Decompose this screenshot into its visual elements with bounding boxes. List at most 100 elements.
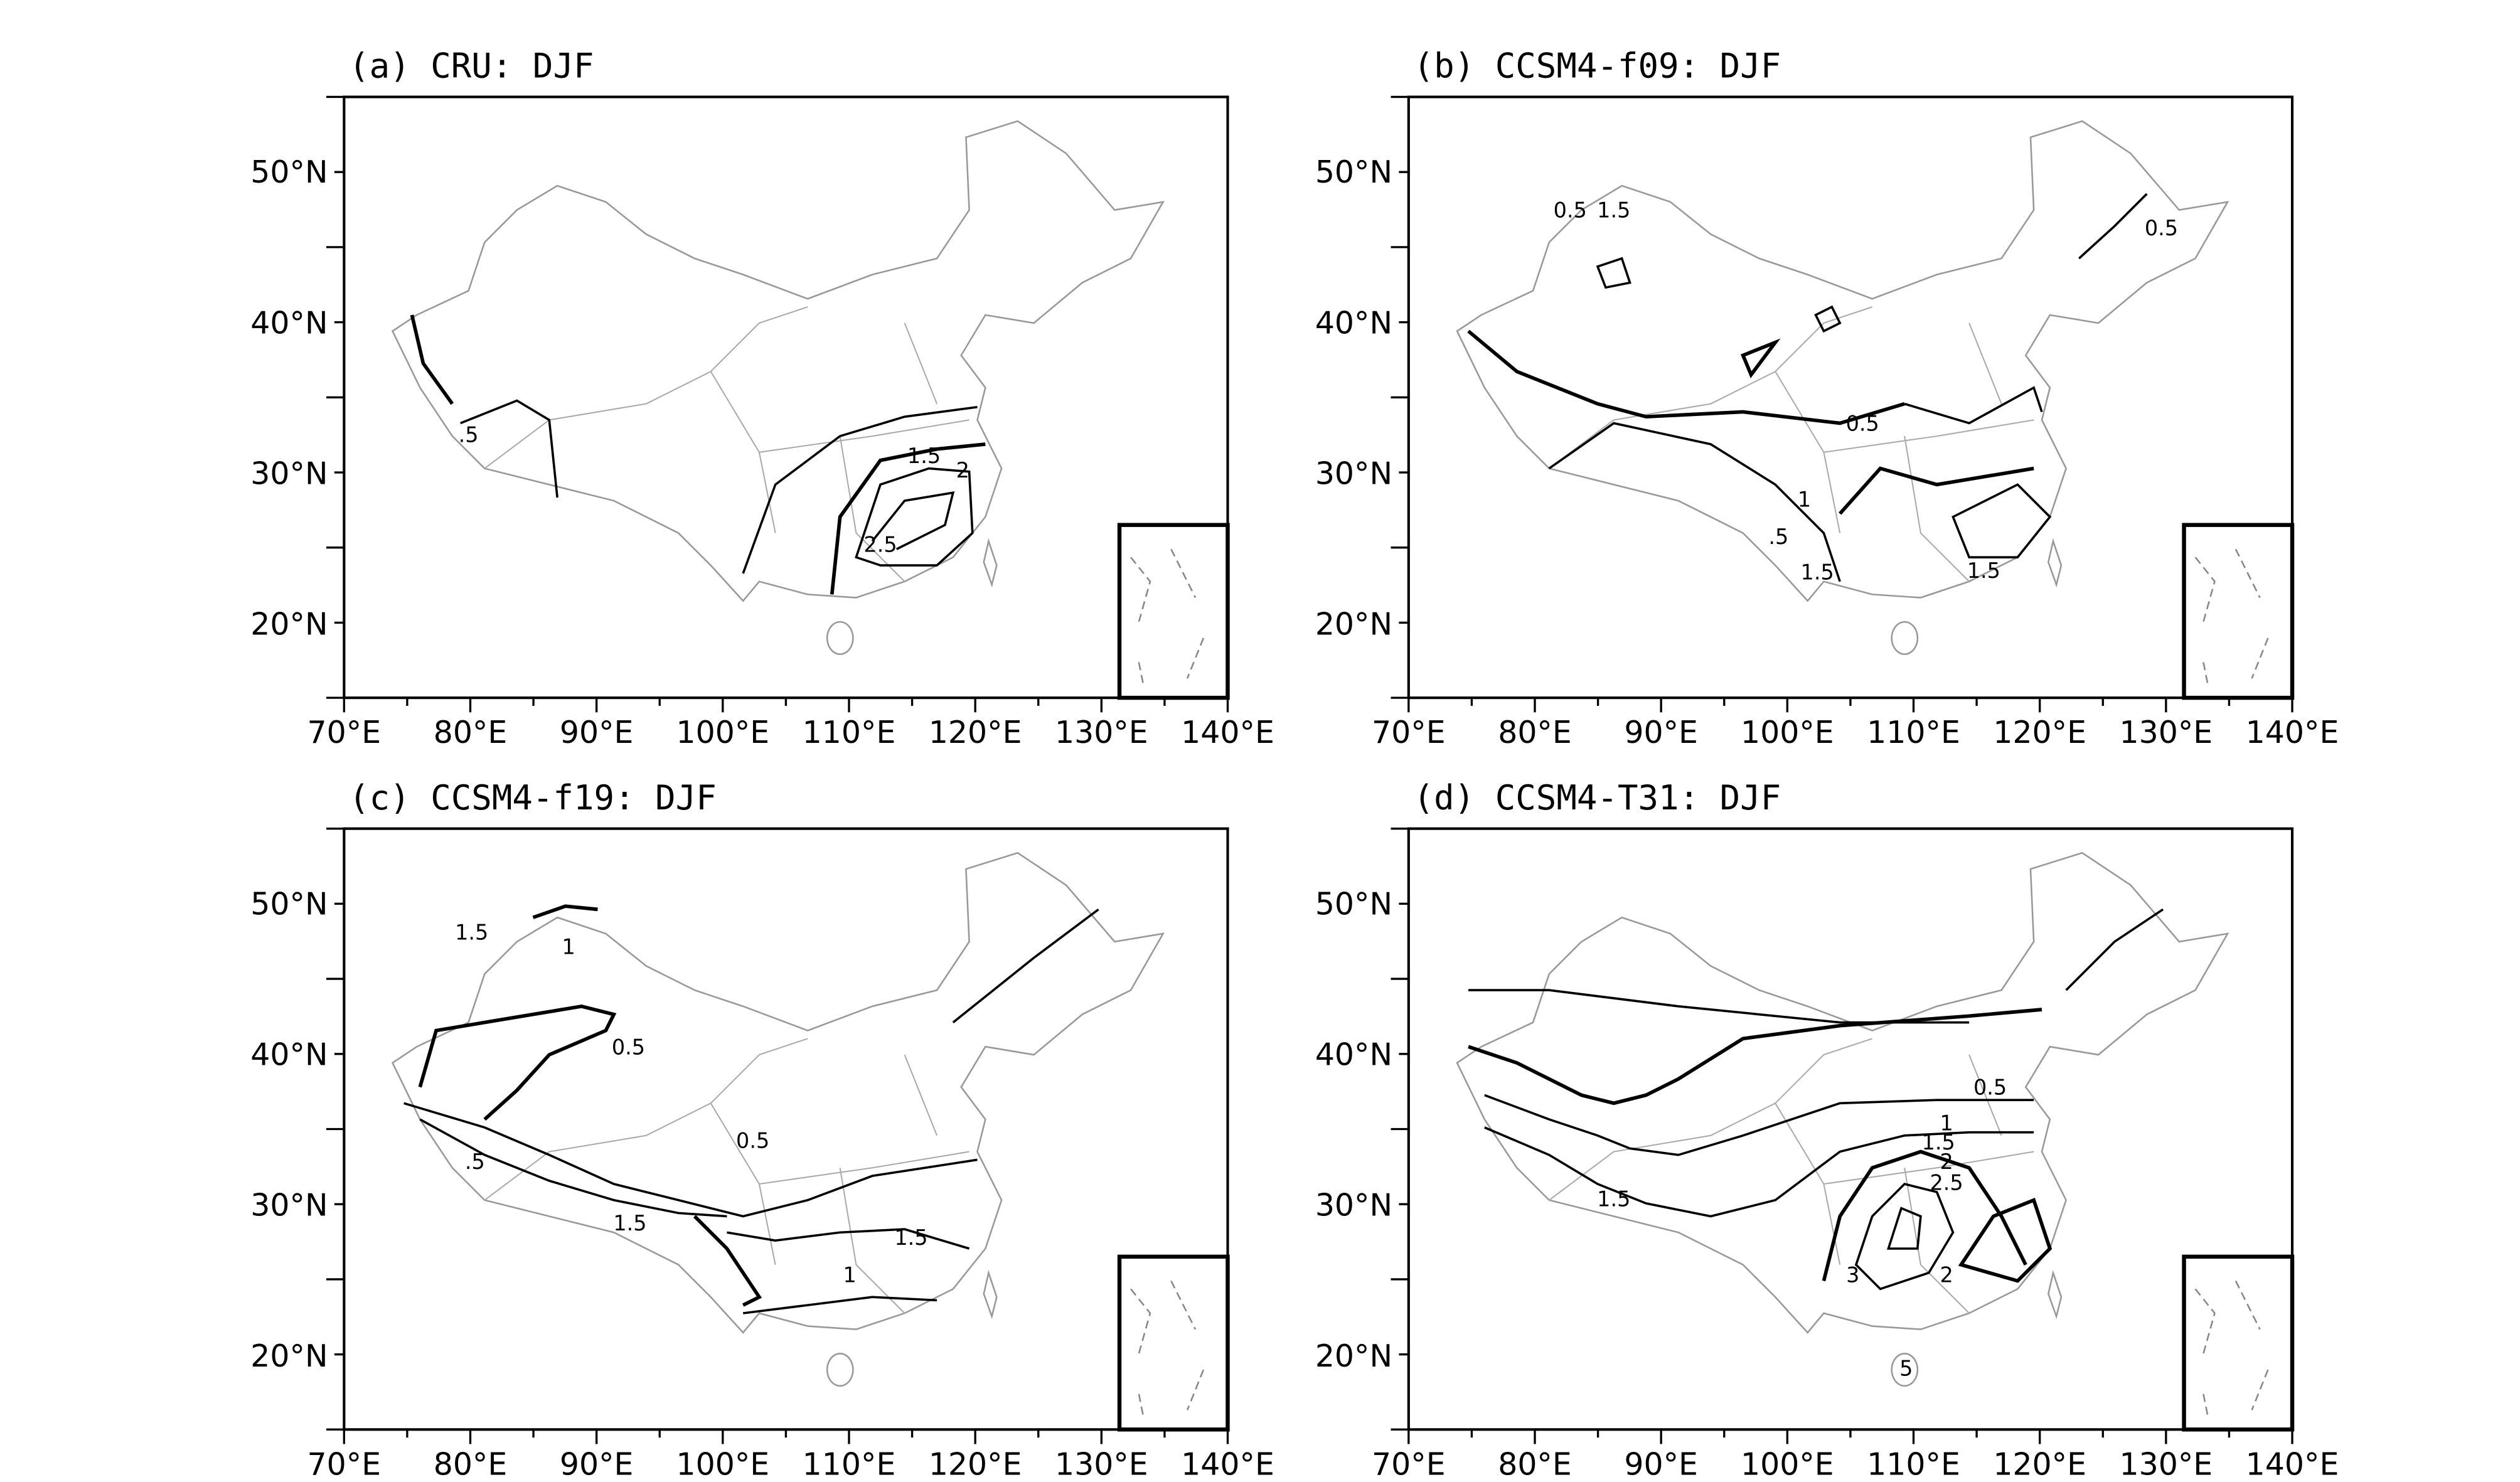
contour-line <box>1886 1207 1922 1250</box>
contour-label: 1.5 <box>1801 560 1834 584</box>
contour-label: 0.5 <box>1973 1075 2007 1100</box>
contour-line <box>871 491 955 550</box>
x-axis-label: 140°E <box>1181 1446 1274 1482</box>
inset-map <box>1130 548 1205 687</box>
inset-map <box>1130 1280 1205 1419</box>
y-axis-label: 30°N <box>1315 456 1392 492</box>
contour-label: 1.5 <box>907 444 941 468</box>
y-axis-label: 50°N <box>1315 886 1392 922</box>
contour-line <box>693 1215 762 1307</box>
contour-label: 0.5 <box>1554 198 1587 223</box>
y-axis-label: 40°N <box>250 305 328 341</box>
contour-label: 0.5 <box>612 1035 645 1059</box>
x-axis-label: 140°E <box>2246 1446 2339 1482</box>
contour-label: 1.5 <box>1922 1130 1955 1154</box>
x-axis-label: 130°E <box>1055 715 1148 750</box>
map-panel: (a) CRU: DJF .5 1.5 2 2.5 70°E 80°E 90°E 100°E 11… <box>250 46 1274 751</box>
x-axis-label: 140°E <box>1181 715 1274 750</box>
contour-label: .5 <box>1768 525 1788 549</box>
contour-line <box>1839 466 2034 515</box>
contour-line <box>403 1102 978 1218</box>
y-axis-label: 30°N <box>250 1188 328 1223</box>
contour-line <box>742 405 978 574</box>
contour-label: 1 <box>562 935 575 959</box>
contour-line <box>1596 257 1631 289</box>
contour-line <box>2078 193 2148 260</box>
x-axis-label: 110°E <box>803 715 896 750</box>
x-axis-label: 80°E <box>434 1446 508 1482</box>
contour-line <box>952 908 1099 1023</box>
x-axis-label: 80°E <box>1498 1446 1572 1482</box>
inset-map <box>2194 548 2269 687</box>
panel-title: (d) CCSM4-T31: DJF <box>1414 778 1781 818</box>
contour-line <box>410 314 454 405</box>
contour-label: 1.5 <box>613 1211 646 1235</box>
x-axis-label: 90°E <box>1624 715 1698 750</box>
x-axis-label: 110°E <box>1867 715 1960 750</box>
province-lines <box>484 1038 970 1314</box>
contour-line <box>1822 1149 2027 1282</box>
contour-label: 1 <box>1940 1111 1953 1135</box>
contour-label: 2 <box>1940 1262 1953 1287</box>
contour-line <box>418 1004 617 1121</box>
panel-title: (a) CRU: DJF <box>349 46 594 86</box>
contour-label: 5 <box>1899 1357 1913 1381</box>
province-lines <box>1548 306 2035 582</box>
country-outline <box>1456 851 2229 1387</box>
x-axis-label: 100°E <box>676 1446 769 1482</box>
x-axis-label: 120°E <box>929 1446 1022 1482</box>
contour-label: 1.5 <box>1597 198 1630 223</box>
x-axis-label: 90°E <box>1624 1446 1698 1482</box>
contour-label: 2 <box>956 458 969 482</box>
contour-line <box>460 399 558 498</box>
y-axis-label: 30°N <box>250 456 328 492</box>
y-axis-label: 50°N <box>250 154 328 190</box>
inset-frame <box>2182 1254 2295 1432</box>
y-axis-label: 30°N <box>1315 1188 1392 1223</box>
panel-title: (c) CCSM4-f19: DJF <box>349 778 717 818</box>
x-axis-label: 100°E <box>1741 715 1834 750</box>
contour-label: 1.5 <box>894 1225 927 1250</box>
y-axis-label: 20°N <box>1315 607 1392 642</box>
contour-line <box>830 442 986 595</box>
contour-label: 1.5 <box>1597 1186 1630 1211</box>
contour-label: .5 <box>459 423 479 447</box>
contour-line <box>855 467 974 567</box>
contour-line <box>1854 1183 1955 1291</box>
y-axis-label: 40°N <box>250 1037 328 1073</box>
contour-line <box>1468 989 1970 1024</box>
x-axis-label: 80°E <box>1498 715 1572 750</box>
x-axis-label: 120°E <box>1993 715 2086 750</box>
contour-line <box>1951 483 2052 558</box>
x-axis-label: 100°E <box>1741 1446 1834 1482</box>
x-axis-label: 110°E <box>803 1446 896 1482</box>
contour-label: 2.5 <box>1930 1171 1963 1195</box>
y-axis-label: 50°N <box>1315 154 1392 190</box>
contour-line <box>1741 338 1781 378</box>
contour-label: 0.5 <box>2145 216 2178 240</box>
y-axis-label: 50°N <box>250 886 328 922</box>
contour-line <box>2065 908 2164 991</box>
contour-label: 0.5 <box>1846 412 1879 436</box>
contour-line <box>419 1118 727 1218</box>
contour-line <box>742 1296 937 1314</box>
x-axis-label: 140°E <box>2246 715 2339 750</box>
y-axis-label: 40°N <box>1315 1037 1392 1073</box>
panel-title: (b) CCSM4-f09: DJF <box>1414 46 1781 86</box>
y-axis-label: 20°N <box>250 607 328 642</box>
contour-label: 2 <box>1940 1149 1953 1174</box>
contour-label: 1 <box>1798 488 1811 512</box>
contour-line <box>1548 422 1841 582</box>
x-axis-label: 120°E <box>929 715 1022 750</box>
contour-line <box>1814 305 1842 333</box>
inset-frame <box>1117 1254 1230 1432</box>
x-axis-label: 130°E <box>1055 1446 1148 1482</box>
contour-line <box>727 1228 970 1250</box>
y-axis-label: 40°N <box>1315 305 1392 341</box>
contour-line <box>1467 329 1905 425</box>
contour-label: 1.5 <box>455 920 488 944</box>
contour-line <box>532 904 598 919</box>
inset-frame <box>2182 523 2295 700</box>
